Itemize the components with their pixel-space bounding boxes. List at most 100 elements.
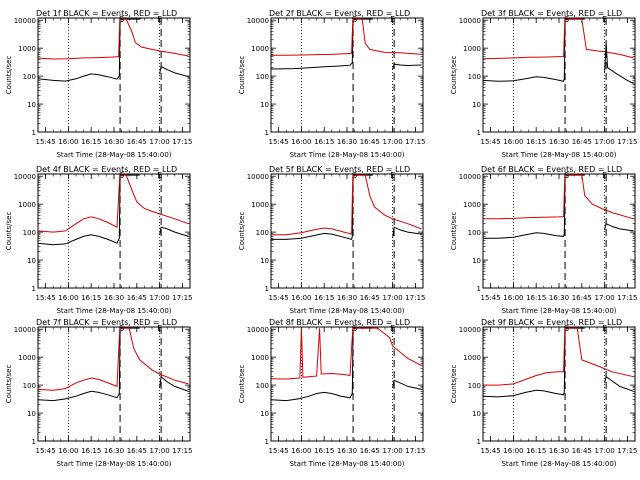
panel-2-y-tick-label: 10000 — [247, 17, 269, 25]
panel-8-start-marker: S — [352, 324, 357, 333]
panel-3-events-line — [483, 18, 585, 82]
panel-6-x-tick-label: 16:15 — [526, 294, 546, 302]
panel-2-lld-line — [271, 18, 422, 56]
panel-7-y-tick-label: 10 — [27, 410, 36, 418]
panel-4-start-marker: S — [119, 171, 124, 180]
panel-1-events-line — [38, 18, 142, 82]
panel-1-x-tick-label: 16:45 — [127, 138, 147, 146]
panel-9-y-tick-label: 1 — [477, 438, 481, 446]
panel-2-y-tick-label: 100 — [256, 73, 269, 81]
panel-7-lld-line — [38, 327, 189, 391]
panel-1-y-tick-label: 10 — [27, 101, 36, 109]
panel-4-y-tick-label: 1 — [32, 285, 36, 293]
panel-6-x-tick-label: 15:45 — [481, 294, 501, 302]
panel-7-x-tick-label: 16:45 — [127, 447, 147, 455]
panel-8-y-tick-label: 10 — [260, 410, 269, 418]
panel-5-y-axis-label: Counts/sec — [238, 212, 246, 251]
panel-4-y-tick-label: 100 — [23, 229, 36, 237]
panel-2-x-tick-label: 15:45 — [269, 138, 289, 146]
panel-3-lld-line — [483, 18, 634, 60]
panel-7-events-line — [159, 375, 189, 392]
panel-4-x-tick-label: 16:30 — [104, 294, 124, 302]
panel-6-y-tick-label: 1000 — [463, 201, 481, 209]
panel-7-x-tick-label: 17:15 — [172, 447, 192, 455]
panel-7-x-tick-label: 16:15 — [81, 447, 101, 455]
panel-9-events-line — [483, 327, 585, 398]
panel-7-y-axis-label: Counts/sec — [5, 365, 13, 404]
panel-1-y-tick-label: 100 — [23, 73, 36, 81]
panel-8-plot-frame — [270, 326, 424, 442]
detector-panel: Det 9f BLACK = Events, RED = LLD Counts/s… — [450, 318, 637, 468]
panel-8-y-tick-label: 10000 — [247, 326, 269, 334]
panel-5-y-tick-label: 100 — [256, 229, 269, 237]
panel-2-end-marker: E — [390, 15, 395, 24]
panel-1-x-tick-label: 16:30 — [104, 138, 124, 146]
panel-5-x-tick-label: 17:00 — [383, 294, 403, 302]
panel-5-y-tick-label: 10 — [260, 257, 269, 265]
panel-3-x-tick-label: 16:00 — [503, 138, 523, 146]
detector-panel: Det 2f BLACK = Events, RED = LLD Counts/s… — [238, 9, 425, 159]
panel-7-start-marker: S — [119, 324, 124, 333]
panel-3-x-tick-label: 15:45 — [481, 138, 501, 146]
panel-3-x-tick-label: 16:30 — [549, 138, 569, 146]
detector-panel: Det 7f BLACK = Events, RED = LLD Counts/s… — [5, 318, 192, 468]
panel-6-lld-line — [483, 174, 634, 220]
panel-6-y-tick-label: 100 — [468, 229, 481, 237]
panel-5-x-tick-label: 17:15 — [405, 294, 425, 302]
panel-2-x-tick-label: 16:00 — [291, 138, 311, 146]
panel-6-y-tick-label: 1 — [477, 285, 481, 293]
detector-panel: Det 8f BLACK = Events, RED = LLD Counts/s… — [238, 318, 425, 468]
panel-1-x-tick-label: 15:45 — [36, 138, 56, 146]
panel-8-lld-line — [271, 327, 422, 380]
panel-9-y-tick-label: 10000 — [459, 326, 481, 334]
panel-3-start-marker: S — [564, 15, 569, 24]
panel-3-y-tick-label: 100 — [468, 73, 481, 81]
panel-8-title: Det 8f BLACK = Events, RED = LLD — [269, 318, 410, 327]
panel-2-x-tick-label: 16:30 — [337, 138, 357, 146]
panel-5-plot-frame — [270, 173, 424, 289]
panel-2-plot-frame — [270, 17, 424, 133]
panel-5-end-marker: E — [390, 171, 395, 180]
panel-1-y-tick-label: 1000 — [18, 45, 36, 53]
panel-6-x-tick-label: 16:30 — [549, 294, 569, 302]
panel-4-plot-frame — [37, 173, 191, 289]
panel-2-x-tick-label: 17:00 — [383, 138, 403, 146]
panel-6-y-tick-label: 10000 — [459, 173, 481, 181]
panel-4-x-tick-label: 15:45 — [36, 294, 56, 302]
panel-6-x-tick-label: 16:45 — [572, 294, 592, 302]
panel-3-y-tick-label: 1 — [477, 129, 481, 137]
panel-6-x-axis-label: Start Time (28-May-08 15:40:00) — [501, 307, 616, 315]
panel-8-x-tick-label: 16:30 — [337, 447, 357, 455]
panel-9-y-axis-label: Counts/sec — [450, 365, 458, 404]
panel-1-x-tick-label: 17:15 — [172, 138, 192, 146]
panel-4-events-line — [38, 174, 140, 246]
panel-6-y-axis-label: Counts/sec — [450, 212, 458, 251]
panel-1-end-marker: E — [157, 15, 162, 24]
panel-3-plot-frame — [482, 17, 636, 133]
panel-8-x-tick-label: 16:45 — [360, 447, 380, 455]
panel-3-title: Det 3f BLACK = Events, RED = LLD — [481, 9, 622, 18]
panel-6-x-tick-label: 17:00 — [595, 294, 615, 302]
panel-5-x-axis-label: Start Time (28-May-08 15:40:00) — [289, 307, 404, 315]
panel-9-y-tick-label: 1000 — [463, 354, 481, 362]
panel-9-x-tick-label: 16:00 — [503, 447, 523, 455]
panel-7-x-tick-label: 15:45 — [36, 447, 56, 455]
panel-7-end-marker: E — [157, 324, 162, 333]
panel-9-x-tick-label: 17:15 — [617, 447, 637, 455]
panel-8-events-line — [392, 379, 422, 390]
panel-6-start-marker: S — [564, 171, 569, 180]
panel-5-y-tick-label: 1000 — [251, 201, 269, 209]
detector-panel: Det 5f BLACK = Events, RED = LLD Counts/s… — [238, 165, 425, 315]
panel-3-x-axis-label: Start Time (28-May-08 15:40:00) — [501, 151, 616, 159]
panel-5-start-marker: S — [352, 171, 357, 180]
panel-2-y-tick-label: 1000 — [251, 45, 269, 53]
panel-3-y-tick-label: 10 — [472, 101, 481, 109]
detector-panel: Det 3f BLACK = Events, RED = LLD Counts/s… — [450, 9, 637, 159]
panel-1-y-tick-label: 10000 — [14, 17, 36, 25]
panel-9-title: Det 9f BLACK = Events, RED = LLD — [481, 318, 622, 327]
panel-7-events-line — [38, 327, 140, 402]
panel-4-y-axis-label: Counts/sec — [5, 212, 13, 251]
panel-7-x-axis-label: Start Time (28-May-08 15:40:00) — [56, 460, 171, 468]
panel-8-x-tick-label: 16:00 — [291, 447, 311, 455]
